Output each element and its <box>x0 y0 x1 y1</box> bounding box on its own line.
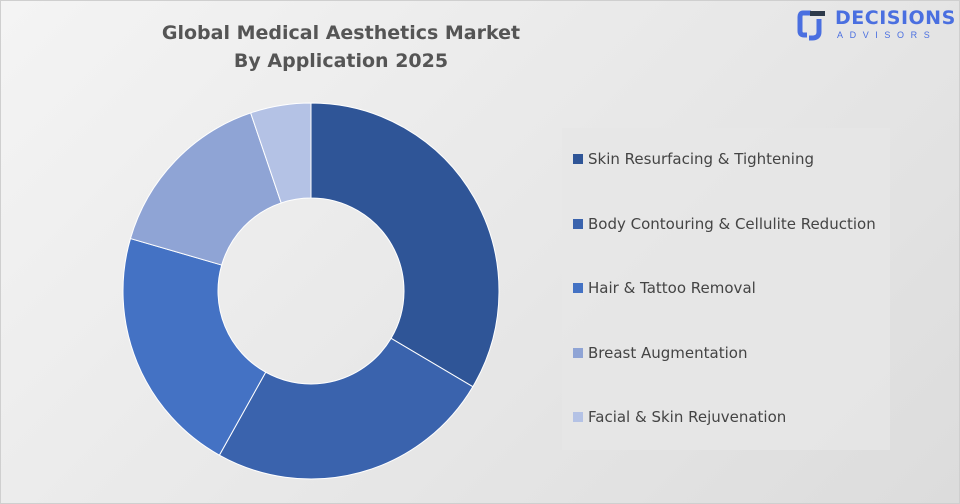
donut-slice-5 <box>250 102 312 204</box>
legend-swatch <box>573 154 583 164</box>
legend-item: Skin Resurfacing & Tightening <box>573 149 814 169</box>
decisions-advisors-logo: DECISIONS ADVISORS <box>797 5 957 43</box>
legend-item: Breast Augmentation <box>573 343 747 363</box>
legend-swatch <box>573 283 583 293</box>
legend-item: Body Contouring & Cellulite Reduction <box>573 214 876 234</box>
chart-title: Global Medical Aesthetics Market By Appl… <box>131 19 551 75</box>
legend-label: Facial & Skin Rejuvenation <box>588 408 787 426</box>
legend-swatch <box>573 412 583 422</box>
donut-slice-3 <box>122 237 267 456</box>
legend-label: Body Contouring & Cellulite Reduction <box>588 214 876 233</box>
legend-swatch <box>573 218 583 229</box>
legend: Skin Resurfacing & Tightening Body Contou… <box>562 128 890 450</box>
logo-name: DECISIONS <box>835 7 956 29</box>
legend-label: Skin Resurfacing & Tightening <box>588 150 814 168</box>
legend-label: Breast Augmentation <box>588 343 748 362</box>
donut-slice-1 <box>310 102 500 388</box>
legend-label: Hair & Tattoo Removal <box>588 279 756 297</box>
legend-item: Hair & Tattoo Removal <box>573 278 756 298</box>
donut-slice-2 <box>218 337 474 480</box>
chart-title-line-1: Global Medical Aesthetics Market <box>161 22 521 44</box>
chart-title-line-2: By Application 2025 <box>233 50 449 72</box>
legend-item: Facial & Skin Rejuvenation <box>573 407 786 427</box>
logo-tagline: ADVISORS <box>837 30 937 40</box>
legend-swatch <box>573 347 583 358</box>
logo-mark-icon <box>797 10 825 41</box>
